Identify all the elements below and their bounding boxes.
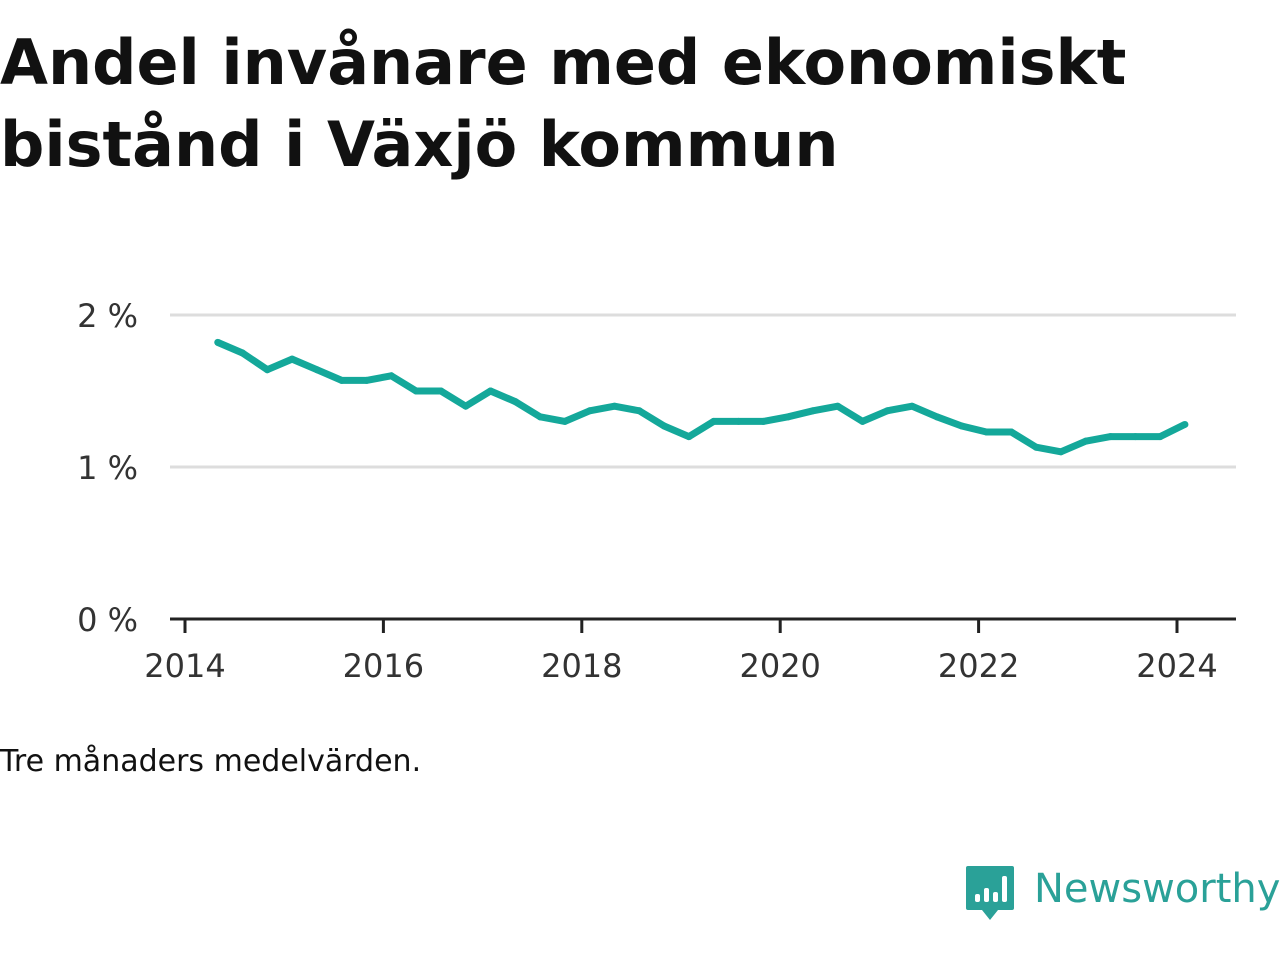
data-point xyxy=(735,417,743,425)
data-point xyxy=(1082,437,1090,445)
data-point xyxy=(660,422,668,430)
data-point xyxy=(487,387,495,395)
data-point xyxy=(710,417,718,425)
data-point xyxy=(611,402,619,410)
data-point xyxy=(586,407,594,415)
data-point xyxy=(1156,433,1164,441)
data-point xyxy=(809,407,817,415)
data-point xyxy=(784,413,792,421)
chart-title: Andel invånare med ekonomiskt bistånd i … xyxy=(0,26,1127,181)
data-point xyxy=(1007,428,1015,436)
data-point xyxy=(263,366,271,374)
data-point xyxy=(958,422,966,430)
line-chart: 0 % 1 % 2 % 2014 2016 2018 2020 2022 2024 xyxy=(77,297,1236,685)
data-point xyxy=(462,402,470,410)
series-layer xyxy=(214,338,1189,456)
data-point xyxy=(759,417,767,425)
series-line xyxy=(216,339,1187,456)
data-point xyxy=(536,413,544,421)
data-point xyxy=(685,433,693,441)
bar-chart-speech-bubble-icon xyxy=(966,866,1014,920)
data-point xyxy=(387,372,395,380)
x-axis-ticks: 2014 2016 2018 2020 2022 2024 xyxy=(144,619,1218,685)
x-tick-label: 2016 xyxy=(343,647,424,685)
data-point xyxy=(983,428,991,436)
data-point xyxy=(834,402,842,410)
data-point xyxy=(908,402,916,410)
data-point xyxy=(883,407,891,415)
data-point xyxy=(239,349,247,357)
y-axis-tick-labels: 0 % 1 % 2 % xyxy=(77,297,138,639)
data-point xyxy=(561,417,569,425)
data-point xyxy=(437,387,445,395)
data-point xyxy=(1181,420,1189,428)
data-point xyxy=(214,338,222,346)
data-point xyxy=(363,376,371,384)
y-tick-label: 1 % xyxy=(77,449,138,487)
brand-name: Newsworthy xyxy=(1034,866,1280,912)
data-point xyxy=(1131,433,1139,441)
data-point xyxy=(1032,443,1040,451)
data-point xyxy=(859,417,867,425)
x-tick-label: 2020 xyxy=(739,647,820,685)
data-point xyxy=(412,387,420,395)
y-tick-label: 2 % xyxy=(77,297,138,335)
data-point xyxy=(313,366,321,374)
brand-logo[interactable]: Newsworthy xyxy=(964,864,1280,928)
y-tick-label: 0 % xyxy=(77,601,138,639)
x-tick-label: 2018 xyxy=(541,647,622,685)
grid-lines xyxy=(170,313,1236,469)
data-point xyxy=(338,376,346,384)
data-point xyxy=(288,355,296,363)
data-point xyxy=(933,413,941,421)
x-tick-label: 2024 xyxy=(1136,647,1217,685)
data-point xyxy=(511,398,519,406)
data-point xyxy=(1107,433,1115,441)
x-tick-label: 2014 xyxy=(144,647,225,685)
data-point xyxy=(1057,448,1065,456)
x-tick-label: 2022 xyxy=(938,647,1019,685)
chart-note: Tre månaders medelvärden. xyxy=(0,744,422,779)
data-point xyxy=(635,407,643,415)
